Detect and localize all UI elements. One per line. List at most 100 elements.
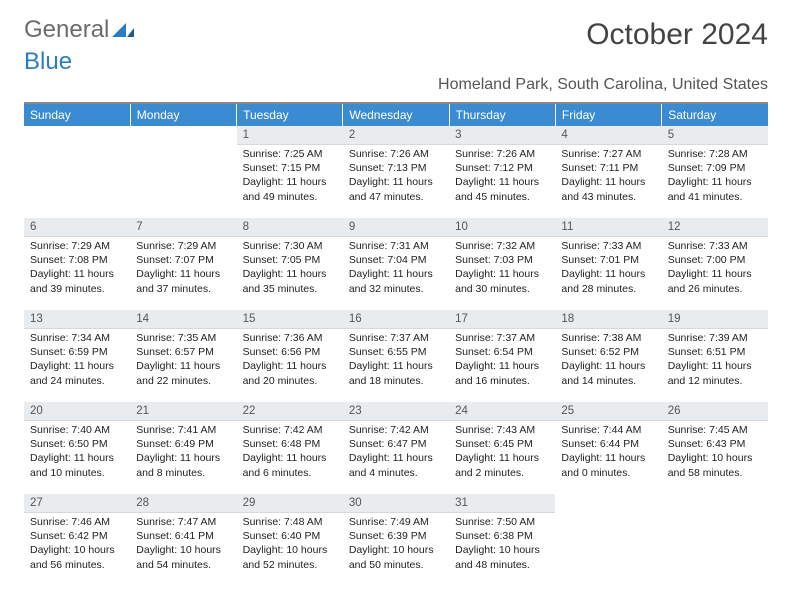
- calendar-day-cell: .: [662, 494, 768, 586]
- daylight-line: Daylight: 11 hours and 35 minutes.: [243, 267, 337, 295]
- calendar-day-cell: 13Sunrise: 7:34 AMSunset: 6:59 PMDayligh…: [24, 310, 130, 402]
- daylight-line: Daylight: 11 hours and 39 minutes.: [30, 267, 124, 295]
- sunrise-line: Sunrise: 7:43 AM: [455, 423, 549, 437]
- calendar-day-cell: 18Sunrise: 7:38 AMSunset: 6:52 PMDayligh…: [555, 310, 661, 402]
- sunset-line: Sunset: 7:00 PM: [668, 253, 762, 267]
- sunrise-line: Sunrise: 7:34 AM: [30, 331, 124, 345]
- calendar-day-cell: 12Sunrise: 7:33 AMSunset: 7:00 PMDayligh…: [662, 218, 768, 310]
- sunrise-line: Sunrise: 7:29 AM: [30, 239, 124, 253]
- calendar-day-cell: 3Sunrise: 7:26 AMSunset: 7:12 PMDaylight…: [449, 126, 555, 218]
- location-line: Homeland Park, South Carolina, United St…: [24, 76, 768, 94]
- day-info: Sunrise: 7:33 AMSunset: 7:01 PMDaylight:…: [555, 237, 661, 300]
- day-number: 17: [449, 310, 555, 329]
- daylight-line: Daylight: 10 hours and 54 minutes.: [136, 543, 230, 571]
- calendar-week-row: 6Sunrise: 7:29 AMSunset: 7:08 PMDaylight…: [24, 218, 768, 310]
- calendar-day-cell: 22Sunrise: 7:42 AMSunset: 6:48 PMDayligh…: [237, 402, 343, 494]
- daylight-line: Daylight: 11 hours and 43 minutes.: [561, 175, 655, 203]
- sunrise-line: Sunrise: 7:39 AM: [668, 331, 762, 345]
- day-info: Sunrise: 7:34 AMSunset: 6:59 PMDaylight:…: [24, 329, 130, 392]
- sunset-line: Sunset: 7:15 PM: [243, 161, 337, 175]
- day-info: Sunrise: 7:38 AMSunset: 6:52 PMDaylight:…: [555, 329, 661, 392]
- daylight-line: Daylight: 11 hours and 10 minutes.: [30, 451, 124, 479]
- sunrise-line: Sunrise: 7:46 AM: [30, 515, 124, 529]
- calendar-week-row: 27Sunrise: 7:46 AMSunset: 6:42 PMDayligh…: [24, 494, 768, 586]
- day-info: Sunrise: 7:43 AMSunset: 6:45 PMDaylight:…: [449, 421, 555, 484]
- day-info: Sunrise: 7:27 AMSunset: 7:11 PMDaylight:…: [555, 145, 661, 208]
- weekday-header-row: SundayMondayTuesdayWednesdayThursdayFrid…: [24, 104, 768, 126]
- sunrise-line: Sunrise: 7:47 AM: [136, 515, 230, 529]
- day-info: Sunrise: 7:25 AMSunset: 7:15 PMDaylight:…: [237, 145, 343, 208]
- sunset-line: Sunset: 6:59 PM: [30, 345, 124, 359]
- daylight-line: Daylight: 11 hours and 2 minutes.: [455, 451, 549, 479]
- sunrise-line: Sunrise: 7:32 AM: [455, 239, 549, 253]
- daylight-line: Daylight: 11 hours and 37 minutes.: [136, 267, 230, 295]
- sunset-line: Sunset: 7:04 PM: [349, 253, 443, 267]
- calendar-day-cell: 19Sunrise: 7:39 AMSunset: 6:51 PMDayligh…: [662, 310, 768, 402]
- logo: General Blue: [24, 18, 134, 74]
- sunset-line: Sunset: 6:40 PM: [243, 529, 337, 543]
- daylight-line: Daylight: 10 hours and 56 minutes.: [30, 543, 124, 571]
- calendar-day-cell: 25Sunrise: 7:44 AMSunset: 6:44 PMDayligh…: [555, 402, 661, 494]
- day-number: 13: [24, 310, 130, 329]
- sunrise-line: Sunrise: 7:31 AM: [349, 239, 443, 253]
- day-number: 20: [24, 402, 130, 421]
- day-number: 8: [237, 218, 343, 237]
- calendar-day-cell: 6Sunrise: 7:29 AMSunset: 7:08 PMDaylight…: [24, 218, 130, 310]
- calendar-day-cell: 5Sunrise: 7:28 AMSunset: 7:09 PMDaylight…: [662, 126, 768, 218]
- sunset-line: Sunset: 6:41 PM: [136, 529, 230, 543]
- sunset-line: Sunset: 6:48 PM: [243, 437, 337, 451]
- sunrise-line: Sunrise: 7:49 AM: [349, 515, 443, 529]
- calendar-day-cell: .: [24, 126, 130, 218]
- calendar-day-cell: 14Sunrise: 7:35 AMSunset: 6:57 PMDayligh…: [130, 310, 236, 402]
- sunrise-line: Sunrise: 7:48 AM: [243, 515, 337, 529]
- calendar-day-cell: 26Sunrise: 7:45 AMSunset: 6:43 PMDayligh…: [662, 402, 768, 494]
- day-number: 1: [237, 126, 343, 145]
- day-info: Sunrise: 7:47 AMSunset: 6:41 PMDaylight:…: [130, 513, 236, 576]
- day-info: Sunrise: 7:48 AMSunset: 6:40 PMDaylight:…: [237, 513, 343, 576]
- day-number: 31: [449, 494, 555, 513]
- calendar-page: General Blue October 2024 Homeland Park,…: [0, 0, 792, 604]
- sunrise-line: Sunrise: 7:36 AM: [243, 331, 337, 345]
- day-info: Sunrise: 7:49 AMSunset: 6:39 PMDaylight:…: [343, 513, 449, 576]
- day-number: 12: [662, 218, 768, 237]
- day-info: Sunrise: 7:31 AMSunset: 7:04 PMDaylight:…: [343, 237, 449, 300]
- sunset-line: Sunset: 7:11 PM: [561, 161, 655, 175]
- calendar-week-row: ..1Sunrise: 7:25 AMSunset: 7:15 PMDaylig…: [24, 126, 768, 218]
- sunrise-line: Sunrise: 7:45 AM: [668, 423, 762, 437]
- day-info: Sunrise: 7:50 AMSunset: 6:38 PMDaylight:…: [449, 513, 555, 576]
- weekday-header: Saturday: [662, 104, 768, 126]
- day-info: Sunrise: 7:28 AMSunset: 7:09 PMDaylight:…: [662, 145, 768, 208]
- calendar-day-cell: 10Sunrise: 7:32 AMSunset: 7:03 PMDayligh…: [449, 218, 555, 310]
- day-number: 7: [130, 218, 236, 237]
- daylight-line: Daylight: 10 hours and 50 minutes.: [349, 543, 443, 571]
- day-number: 26: [662, 402, 768, 421]
- logo-word1: General: [24, 16, 109, 43]
- weekday-header: Tuesday: [237, 104, 343, 126]
- daylight-line: Daylight: 10 hours and 52 minutes.: [243, 543, 337, 571]
- calendar-day-cell: 17Sunrise: 7:37 AMSunset: 6:54 PMDayligh…: [449, 310, 555, 402]
- sunrise-line: Sunrise: 7:42 AM: [243, 423, 337, 437]
- daylight-line: Daylight: 11 hours and 22 minutes.: [136, 359, 230, 387]
- day-info: Sunrise: 7:37 AMSunset: 6:54 PMDaylight:…: [449, 329, 555, 392]
- day-number: 2: [343, 126, 449, 145]
- daylight-line: Daylight: 11 hours and 18 minutes.: [349, 359, 443, 387]
- sunrise-line: Sunrise: 7:40 AM: [30, 423, 124, 437]
- calendar-day-cell: 24Sunrise: 7:43 AMSunset: 6:45 PMDayligh…: [449, 402, 555, 494]
- calendar-day-cell: 20Sunrise: 7:40 AMSunset: 6:50 PMDayligh…: [24, 402, 130, 494]
- day-number: 6: [24, 218, 130, 237]
- sunset-line: Sunset: 6:44 PM: [561, 437, 655, 451]
- day-number: 22: [237, 402, 343, 421]
- sunset-line: Sunset: 7:12 PM: [455, 161, 549, 175]
- day-info: Sunrise: 7:44 AMSunset: 6:44 PMDaylight:…: [555, 421, 661, 484]
- daylight-line: Daylight: 11 hours and 6 minutes.: [243, 451, 337, 479]
- day-info: Sunrise: 7:42 AMSunset: 6:48 PMDaylight:…: [237, 421, 343, 484]
- day-info: Sunrise: 7:26 AMSunset: 7:12 PMDaylight:…: [449, 145, 555, 208]
- day-info: Sunrise: 7:32 AMSunset: 7:03 PMDaylight:…: [449, 237, 555, 300]
- calendar-day-cell: 2Sunrise: 7:26 AMSunset: 7:13 PMDaylight…: [343, 126, 449, 218]
- daylight-line: Daylight: 11 hours and 47 minutes.: [349, 175, 443, 203]
- sunrise-line: Sunrise: 7:33 AM: [668, 239, 762, 253]
- day-number: 15: [237, 310, 343, 329]
- calendar-day-cell: 28Sunrise: 7:47 AMSunset: 6:41 PMDayligh…: [130, 494, 236, 586]
- header-right: October 2024: [586, 18, 768, 52]
- sunrise-line: Sunrise: 7:38 AM: [561, 331, 655, 345]
